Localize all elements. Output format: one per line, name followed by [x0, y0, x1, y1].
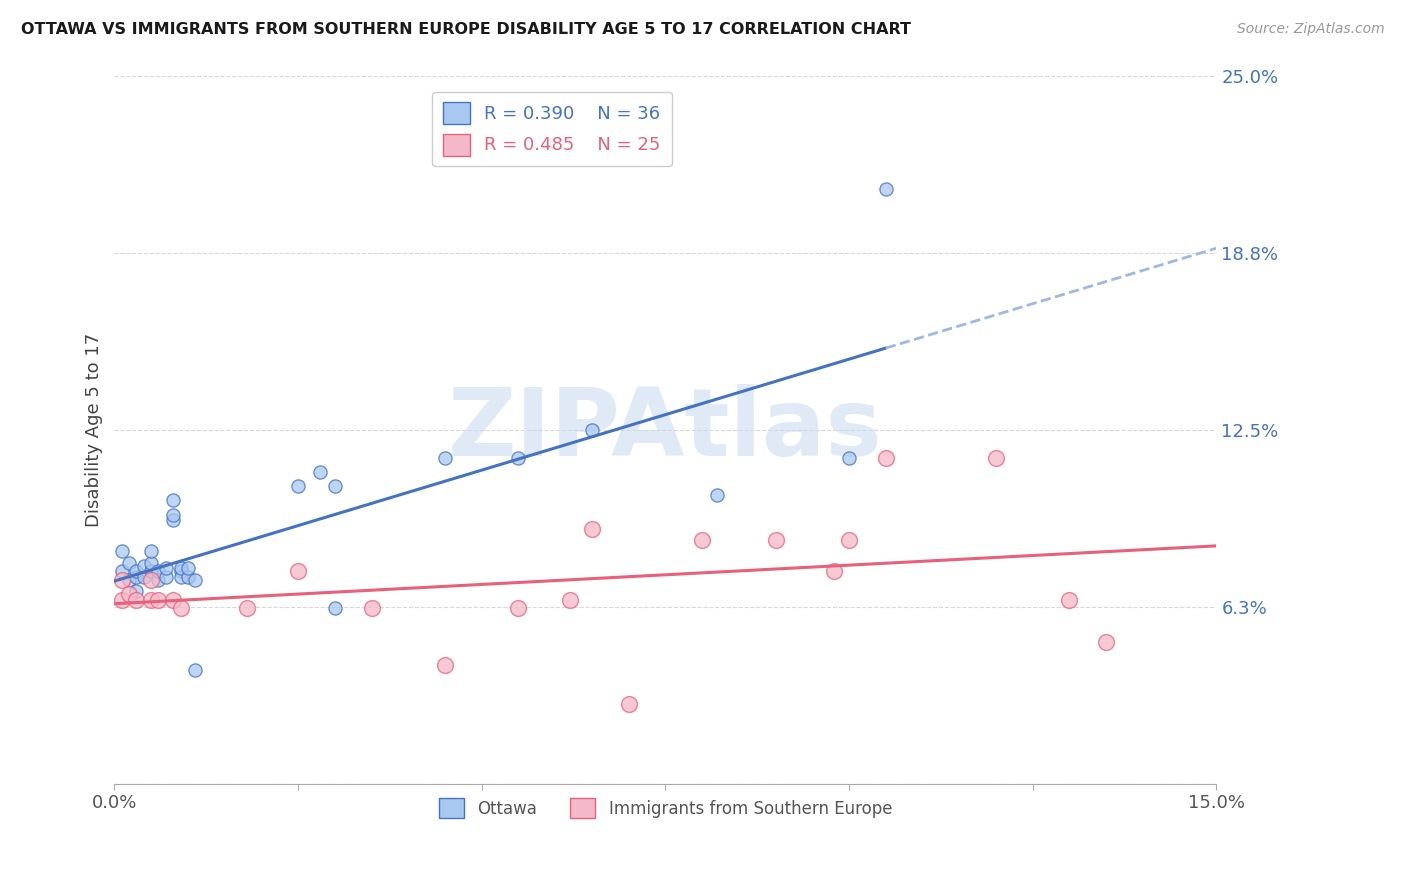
Point [139, 564, 162, 578]
Point [148, 564, 170, 578]
Point [838, 533, 860, 548]
Point [169, 601, 191, 615]
Point [875, 182, 897, 196]
Point [823, 564, 845, 578]
Point [508, 450, 530, 465]
Point [111, 592, 134, 607]
Point [169, 561, 191, 575]
Point [125, 570, 148, 584]
Text: ZIPAtlas: ZIPAtlas [449, 384, 883, 475]
Point [875, 450, 897, 465]
Point [139, 544, 162, 558]
Point [235, 601, 257, 615]
Point [169, 564, 191, 578]
Point [139, 573, 162, 587]
Point [287, 564, 309, 578]
Point [162, 508, 184, 522]
Point [184, 573, 207, 587]
Point [148, 592, 170, 607]
Point [169, 570, 191, 584]
Point [139, 592, 162, 607]
Point [118, 587, 141, 601]
Point [162, 513, 184, 527]
Point [125, 592, 148, 607]
Point [323, 479, 346, 493]
Point [162, 592, 184, 607]
Point [177, 561, 200, 575]
Point [838, 450, 860, 465]
Point [558, 592, 581, 607]
Point [155, 561, 177, 575]
Point [581, 423, 603, 437]
Point [132, 558, 155, 573]
Point [125, 564, 148, 578]
Point [434, 450, 457, 465]
Point [287, 479, 309, 493]
Point [309, 465, 332, 479]
Point [118, 556, 141, 570]
Point [1095, 635, 1118, 649]
Point [434, 657, 457, 672]
Point [132, 570, 155, 584]
Point [111, 564, 134, 578]
Point [177, 570, 200, 584]
Point [617, 698, 640, 712]
Point [139, 556, 162, 570]
Point [184, 664, 207, 678]
Point [984, 450, 1007, 465]
Point [1059, 592, 1081, 607]
Point [706, 488, 728, 502]
Point [148, 573, 170, 587]
Point [118, 573, 141, 587]
Text: Source: ZipAtlas.com: Source: ZipAtlas.com [1237, 22, 1385, 37]
Legend: Ottawa, Immigrants from Southern Europe: Ottawa, Immigrants from Southern Europe [432, 791, 898, 825]
Point [581, 522, 603, 536]
Point [508, 601, 530, 615]
Point [360, 601, 382, 615]
Point [111, 544, 134, 558]
Point [111, 573, 134, 587]
Point [765, 533, 787, 548]
Point [690, 533, 713, 548]
Text: OTTAWA VS IMMIGRANTS FROM SOUTHERN EUROPE DISABILITY AGE 5 TO 17 CORRELATION CHA: OTTAWA VS IMMIGRANTS FROM SOUTHERN EUROP… [21, 22, 911, 37]
Y-axis label: Disability Age 5 to 17: Disability Age 5 to 17 [86, 333, 103, 527]
Point [323, 601, 346, 615]
Point [155, 570, 177, 584]
Point [162, 493, 184, 508]
Point [125, 584, 148, 599]
